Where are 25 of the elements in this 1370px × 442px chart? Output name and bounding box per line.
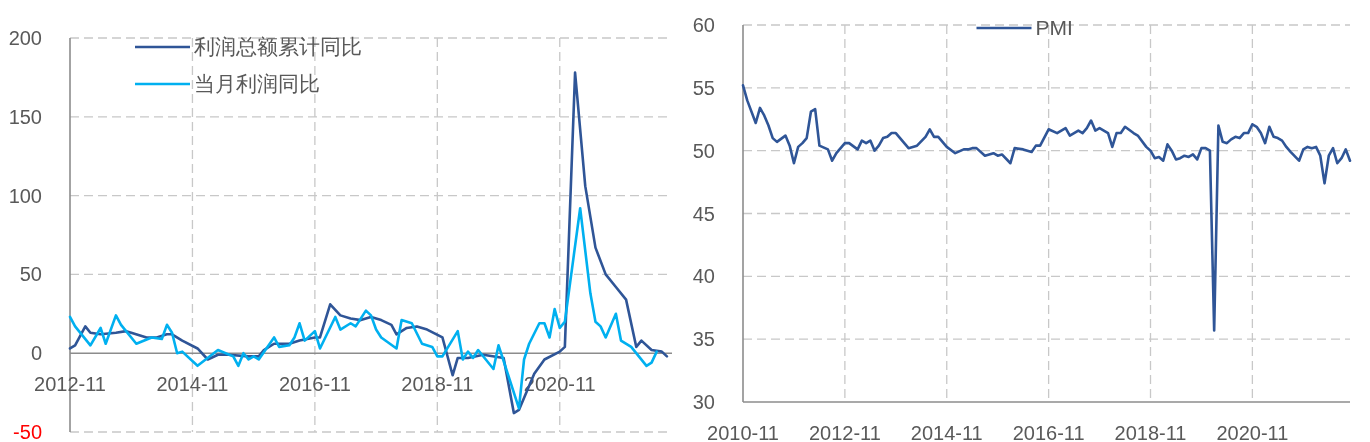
x-tick-label: 2014-11 xyxy=(156,373,229,396)
y-tick-label: 100 xyxy=(8,184,42,207)
x-tick-label: 2016-11 xyxy=(1012,422,1085,442)
x-tick-label: 2012-11 xyxy=(808,422,881,442)
y-tick-label: 50 xyxy=(692,139,715,162)
y-tick-label: 150 xyxy=(8,105,42,128)
x-tick-label: 2020-11 xyxy=(1216,422,1289,442)
y-tick-label: 40 xyxy=(692,265,715,288)
y-tick-label: -50 xyxy=(13,421,42,442)
legend-label: PMI xyxy=(1035,16,1073,39)
y-tick-label: 55 xyxy=(692,76,715,99)
x-tick-label: 2018-11 xyxy=(401,373,474,396)
legend-label: 当月利润同比 xyxy=(194,72,320,95)
y-tick-label: 45 xyxy=(692,202,715,225)
x-tick-label: 2016-11 xyxy=(278,373,351,396)
y-tick-label: 0 xyxy=(30,342,42,365)
y-tick-label: 60 xyxy=(692,14,715,36)
x-tick-label: 2010-11 xyxy=(707,422,779,442)
y-tick-label: 200 xyxy=(8,27,42,49)
y-tick-label: 30 xyxy=(692,391,715,413)
x-tick-label: 2018-11 xyxy=(1114,422,1187,442)
x-tick-label: 2014-11 xyxy=(910,422,983,442)
y-tick-label: 35 xyxy=(692,328,715,351)
legend-label: 利润总额累计同比 xyxy=(194,35,362,58)
y-tick-label: 50 xyxy=(19,263,42,286)
